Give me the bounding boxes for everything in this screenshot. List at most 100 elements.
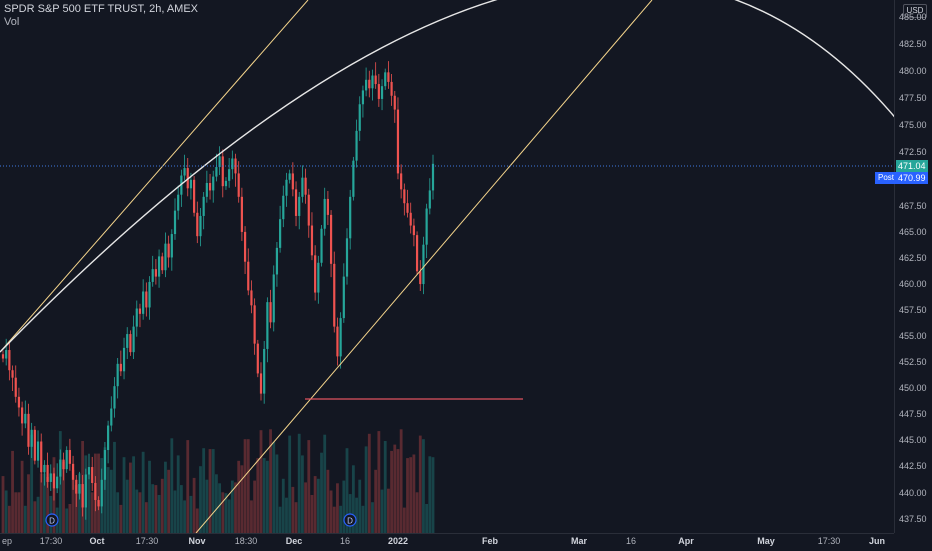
candle-body — [221, 156, 224, 187]
last-price-tag: 471.04 — [896, 160, 928, 172]
candle-body — [68, 450, 71, 464]
dividend-event[interactable]: D — [343, 513, 357, 527]
candle-body — [81, 484, 84, 508]
candle-body — [87, 467, 91, 475]
candle-body — [329, 214, 333, 264]
price-tick: 450.00 — [899, 383, 927, 393]
candle-body — [110, 408, 113, 426]
volume-bar — [304, 482, 307, 533]
volume-bar — [240, 465, 244, 533]
candle-body — [234, 158, 237, 174]
chart-area[interactable]: D D SPDR S&P 500 ETF TRUST, 2h, AMEX Vol — [0, 0, 899, 534]
volume-bar — [285, 497, 288, 533]
volume-bar — [380, 489, 384, 533]
candle-body — [400, 173, 403, 190]
volume-bar — [186, 440, 190, 533]
arc-drawing[interactable] — [0, 0, 899, 353]
time-tick: 17:30 — [39, 536, 63, 546]
volume-bar — [65, 508, 69, 533]
currency-label[interactable]: USD — [903, 4, 927, 18]
volume-bar — [431, 457, 435, 533]
volume-bar — [361, 505, 365, 533]
candle-body — [75, 479, 78, 494]
time-tick: 16 — [339, 536, 351, 546]
candle-body — [129, 334, 132, 353]
volume-bar — [406, 458, 409, 533]
candle-body — [154, 269, 157, 277]
time-axis[interactable]: ep 17:30 Oct 17:30 Nov 18:30 Dec 16 2022 Feb Mar 16… — [0, 533, 894, 551]
volume-bar — [151, 484, 155, 533]
volume-bar — [109, 469, 113, 533]
volume-bar — [374, 469, 378, 533]
candle-body — [59, 459, 62, 477]
price-tick: 462.50 — [899, 253, 927, 263]
volume-bar — [87, 474, 91, 533]
candle-body — [199, 215, 202, 237]
candle-body — [412, 225, 415, 236]
volume-bar — [199, 466, 202, 533]
candle-body — [46, 464, 49, 482]
candle-body — [361, 90, 365, 105]
volume-bar — [323, 434, 327, 533]
candle-body — [218, 156, 221, 168]
price-tick: 442.50 — [899, 461, 927, 471]
volume-bar — [259, 430, 263, 533]
price-tick: 480.00 — [899, 66, 927, 76]
drawings[interactable] — [0, 0, 899, 534]
volume-label[interactable]: Vol — [4, 16, 20, 28]
candle-body — [208, 182, 212, 191]
candle-body — [231, 158, 234, 170]
price-chart[interactable]: D D — [0, 0, 899, 534]
volume-bar — [183, 500, 186, 533]
candle-body — [8, 350, 11, 371]
price-axis[interactable]: USD 485.00 482.50 480.00 477.50 475.00 472.50… — [875, 0, 932, 533]
price-tick: 465.00 — [899, 227, 927, 237]
candle-body — [30, 429, 33, 447]
volume-bar — [11, 450, 14, 533]
volume-bar — [265, 460, 269, 533]
candle-body — [183, 168, 186, 176]
candle-body — [253, 305, 256, 344]
candle-body — [415, 235, 419, 272]
candles — [1, 61, 435, 520]
candle-body — [202, 196, 205, 216]
candle-body — [62, 459, 65, 470]
candle-body — [177, 194, 180, 211]
price-tick: 472.50 — [899, 147, 927, 157]
volume-bar — [23, 505, 27, 533]
volume-bar — [195, 508, 199, 533]
candle-body — [310, 225, 314, 256]
volume-bar — [167, 469, 171, 533]
candle-body — [1, 354, 5, 359]
volume-bar — [355, 497, 358, 533]
lower-trendline[interactable] — [195, 0, 653, 534]
candle-body — [49, 473, 52, 482]
candle-body — [371, 75, 374, 89]
upper-trendline[interactable] — [0, 0, 309, 353]
volume-bar — [393, 444, 397, 533]
candle-body — [282, 195, 285, 220]
candle-body — [406, 203, 409, 213]
price-tick: 447.50 — [899, 409, 927, 419]
post-market-badge: Post — [875, 172, 898, 184]
volume-bar — [234, 482, 237, 533]
volume-bar — [250, 500, 253, 533]
candle-body — [11, 370, 14, 378]
candle-body — [317, 262, 320, 293]
symbol-title[interactable]: SPDR S&P 500 ETF TRUST, 2h, AMEX — [4, 3, 198, 15]
volume-bar — [122, 457, 126, 533]
volume-bar — [14, 492, 18, 533]
price-tick: 457.50 — [899, 305, 927, 315]
candle-body — [291, 173, 294, 190]
candle-body — [263, 348, 266, 394]
candle-body — [428, 190, 431, 209]
candle-body — [365, 79, 368, 91]
volume-bar — [336, 483, 339, 533]
candle-body — [358, 104, 361, 131]
volume-bar — [316, 478, 320, 533]
candle-body — [298, 196, 301, 216]
volume-bar — [74, 485, 78, 533]
candle-body — [113, 386, 116, 409]
dividend-event[interactable]: D — [45, 513, 59, 527]
volume-bar — [387, 488, 390, 533]
